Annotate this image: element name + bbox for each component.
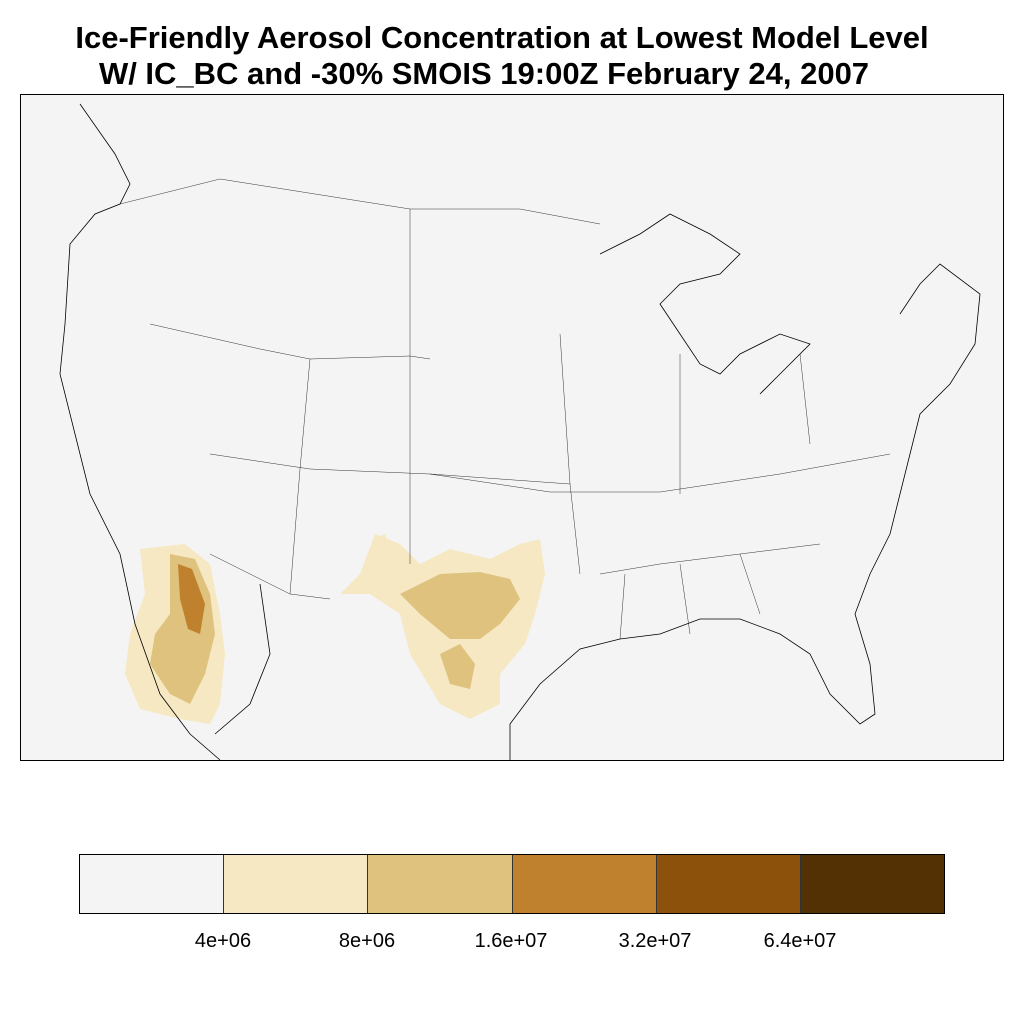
- aerosol-field-california: [125, 544, 225, 724]
- colorbar-label: 4e+06: [194, 930, 252, 952]
- title-line-1: Ice-Friendly Aerosol Concentration at Lo…: [75, 20, 929, 55]
- colorbar: [79, 854, 945, 914]
- colorbar-bin-1: [80, 855, 225, 913]
- colorbar-label: 3.2e+07: [618, 930, 692, 952]
- aerosol-field-texas: [340, 534, 545, 719]
- colorbar-bin-4: [512, 855, 657, 913]
- colorbar-bin-5: [656, 855, 801, 913]
- colorbar-bin-6: [800, 855, 945, 913]
- coastlines: [59, 103, 981, 761]
- map-panel: [20, 94, 1004, 761]
- colorbar-bin-3: [368, 855, 513, 913]
- title-line-2: W/ IC_BC and -30% SMOIS 19:00Z February …: [98, 56, 870, 91]
- colorbar-label: 1.6e+07: [474, 930, 548, 952]
- colorbar-bin-2: [224, 855, 369, 913]
- colorbar-label: 6.4e+07: [763, 930, 837, 952]
- state-borders: [119, 178, 891, 640]
- colorbar-label: 8e+06: [338, 930, 396, 952]
